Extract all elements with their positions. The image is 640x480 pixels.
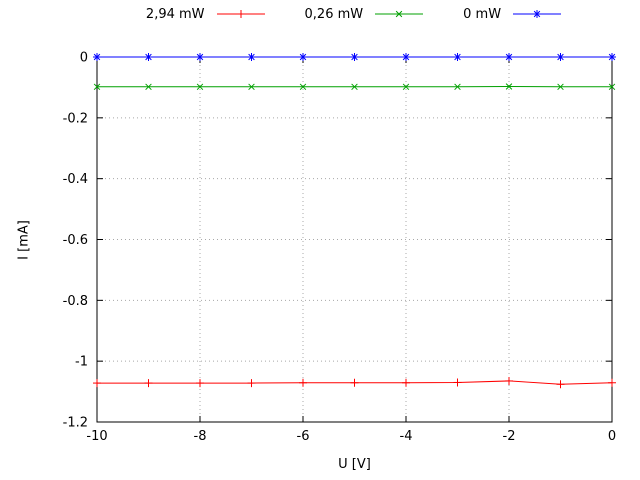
legend-item: 0,26 mW [305, 7, 426, 22]
legend-sample [513, 10, 562, 18]
plot-border [96, 56, 613, 423]
y-tick-label: -0.4 [63, 172, 88, 187]
legend-label: 2,94 mW [145, 6, 205, 22]
series-markers [93, 53, 616, 61]
legend-label: 0,26 mW [304, 6, 364, 22]
y-tick-label: -0.6 [63, 233, 88, 248]
axis-ticks: -10 -8 -6 -4 -2 0 0 -0.2 -0.4 -0.6 -0.8 -1 -1.2 [63, 51, 617, 445]
y-tick-label: -1 [75, 355, 88, 370]
x-tick-label: -6 [297, 429, 310, 444]
x-tick-label: -4 [400, 429, 413, 444]
legend-item: 0 mW [463, 7, 563, 22]
x-tick-label: 0 [608, 429, 616, 444]
legend: 2,94 mW 0,26 mW 0 mW [97, 4, 612, 24]
legend-sample [216, 10, 265, 18]
y-tick-label: -1.2 [63, 416, 88, 431]
y-tick-label: -0.2 [63, 111, 88, 126]
x-axis-label: U [V] [338, 457, 371, 472]
series-markers [93, 83, 616, 91]
x-tick-label: -10 [86, 429, 107, 444]
legend-item: 2,94 mW [146, 7, 267, 22]
x-tick-label: -2 [503, 429, 516, 444]
y-tick-label: -0.8 [63, 294, 88, 309]
y-axis-label: I [mA] [16, 220, 32, 260]
grid-lines [97, 57, 612, 422]
legend-label: 0 mW [463, 6, 502, 22]
series-markers [93, 376, 616, 389]
y-tick-label: 0 [80, 51, 88, 66]
legend-sample [375, 10, 424, 18]
x-tick-label: -8 [194, 429, 207, 444]
